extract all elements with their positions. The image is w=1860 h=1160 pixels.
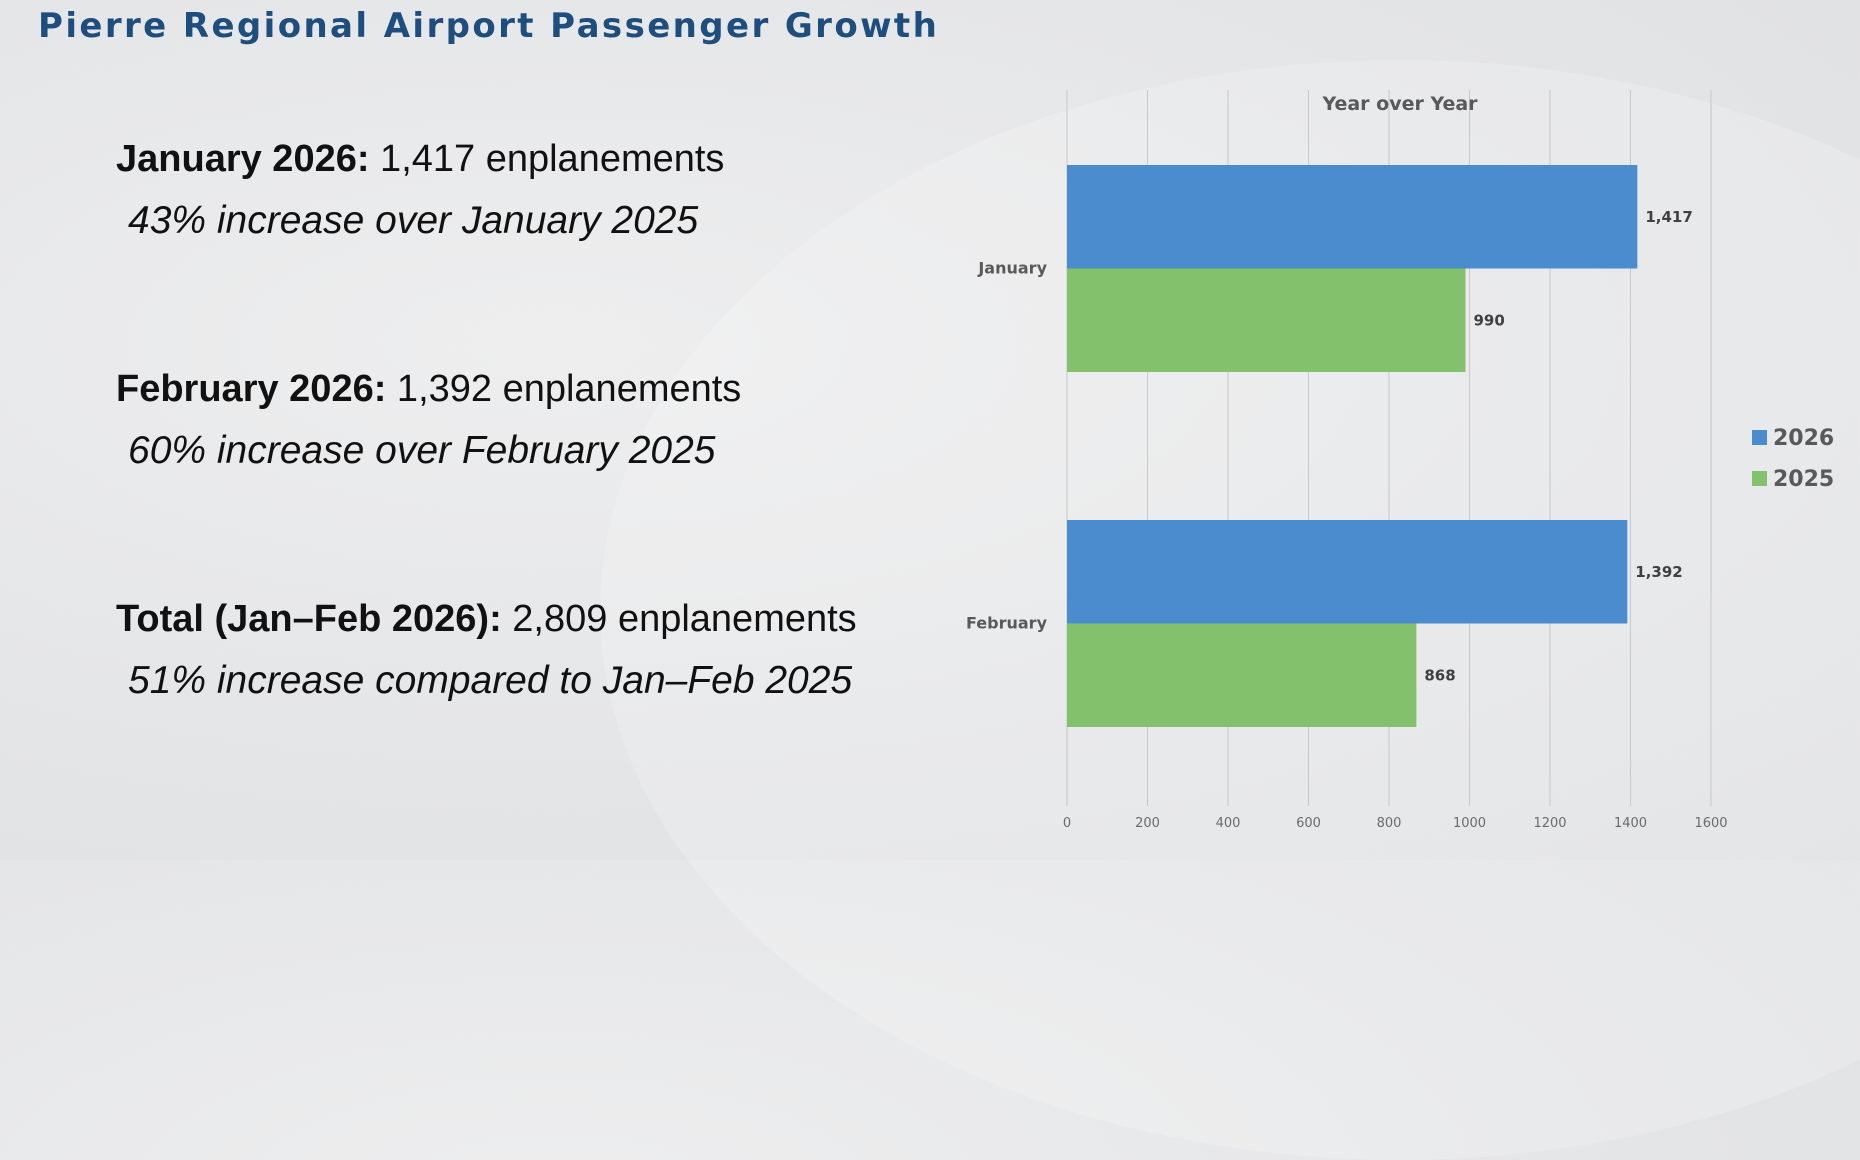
x-tick-label: 1400 [1614,816,1647,831]
stat-subtext: 43% increase over January 2025 [128,199,699,242]
legend-swatch-2025 [1752,471,1767,486]
stat-value: 2,809 enplanements [501,598,857,640]
x-tick-label: 800 [1377,816,1402,831]
data-label: 1,417 [1645,208,1692,226]
x-tick-label: 600 [1296,816,1321,831]
year-over-year-chart: 1,417 990 1,392 868 Year over Year January F… [966,90,1834,831]
stat-value: 1,417 enplanements [369,138,725,180]
x-tick-labels: 0 200 400 600 800 1000 1200 1400 1600 [1063,816,1728,831]
stat-label: Total (Jan–Feb 2026): [116,598,502,640]
stat-january: January 2026: 1,417 enplanements 43% inc… [116,138,724,243]
bar-february-2025 [1067,623,1417,727]
legend-swatch-2026 [1752,430,1767,445]
chart-title: Year over Year [1321,93,1478,115]
stat-value: 1,392 enplanements [386,368,742,410]
x-tick-label: 1000 [1453,816,1486,831]
category-label: January [977,259,1047,278]
category-label: February [966,614,1048,633]
data-label: 868 [1424,666,1455,684]
x-tick-label: 1200 [1533,816,1566,831]
slide-title: Pierre Regional Airport Passenger Growth [38,6,940,46]
stat-subtext: 51% increase compared to Jan–Feb 2025 [128,659,853,702]
stat-subtext: 60% increase over February 2025 [128,429,716,472]
bars [1067,165,1638,727]
x-tick-label: 1600 [1694,816,1727,831]
legend: 2026 2025 [1752,426,1834,492]
bar-january-2025 [1067,268,1466,372]
data-label: 990 [1473,311,1504,329]
stat-label: January 2026: [116,138,370,180]
x-tick-label: 200 [1135,816,1160,831]
stat-total: Total (Jan–Feb 2026): 2,809 enplanements… [116,598,857,703]
bar-february-2026 [1067,520,1628,624]
stat-february: February 2026: 1,392 enplanements 60% in… [116,368,741,473]
x-tick-label: 400 [1216,816,1241,831]
category-labels: January February [966,259,1048,633]
bar-january-2026 [1067,165,1638,269]
stat-label: February 2026: [116,368,387,410]
legend-label: 2025 [1773,467,1834,492]
data-label: 1,392 [1635,563,1682,581]
x-tick-label: 0 [1063,816,1071,831]
data-labels: 1,417 990 1,392 868 [1424,208,1692,685]
legend-label: 2026 [1773,426,1834,451]
